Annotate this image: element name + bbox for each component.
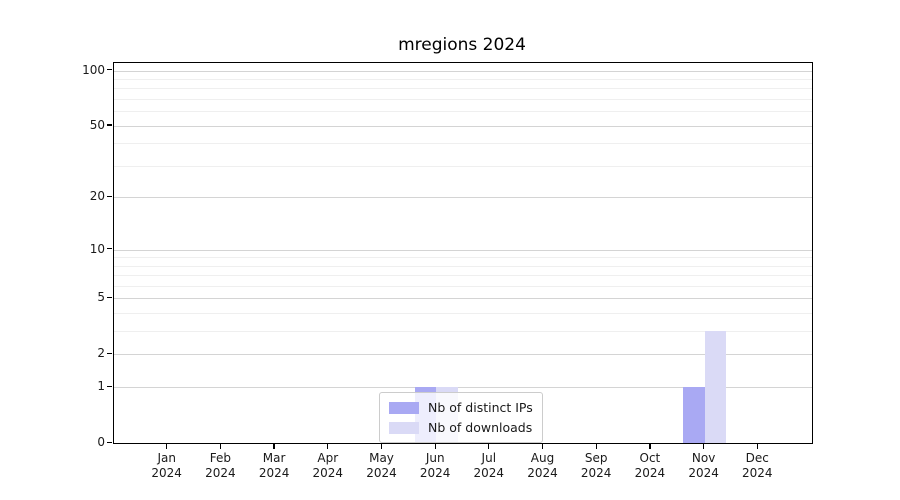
legend-label: Nb of distinct IPs xyxy=(428,400,533,415)
gridline-minor xyxy=(114,165,812,167)
gridline-minor xyxy=(114,286,812,287)
gridline-major xyxy=(114,249,812,251)
gridline-minor xyxy=(114,331,812,333)
x-tick-label: Sep 2024 xyxy=(580,451,612,480)
x-tick-mark xyxy=(166,444,168,449)
gridline-major xyxy=(114,70,812,72)
x-tick-mark xyxy=(434,444,436,449)
y-tick-label: 20 xyxy=(89,189,105,204)
gridline-minor xyxy=(114,265,812,267)
x-tick-label: Jun 2024 xyxy=(419,451,451,480)
x-tick-mark xyxy=(380,444,383,449)
gridline-minor xyxy=(114,111,812,113)
gridline-major xyxy=(114,387,812,389)
x-tick-mark xyxy=(488,444,490,449)
x-tick-mark xyxy=(649,444,651,449)
x-tick-mark xyxy=(702,444,705,449)
x-tick-mark xyxy=(541,444,544,449)
gridline-minor xyxy=(114,88,812,90)
legend-label: Nb of downloads xyxy=(428,420,533,435)
y-tick-label: 2 xyxy=(97,346,105,361)
x-tick-mark xyxy=(219,444,222,449)
gridline-minor xyxy=(114,275,812,277)
legend-swatch xyxy=(389,401,419,414)
x-tick-label: Nov 2024 xyxy=(688,451,719,480)
x-tick-label: Mar 2024 xyxy=(258,451,290,480)
gridline-major xyxy=(114,354,812,356)
x-tick-label: Aug 2024 xyxy=(527,451,558,480)
x-tick-label: Jan 2024 xyxy=(151,451,182,480)
legend: Nb of distinct IPs Nb of downloads xyxy=(379,392,543,443)
y-tick-mark xyxy=(107,248,112,250)
bar-nb-of-downloads xyxy=(704,331,727,443)
x-tick-mark xyxy=(595,444,597,449)
y-tick-label: 1 xyxy=(97,379,105,394)
x-tick-label: Jul 2024 xyxy=(473,451,505,480)
gridline-major xyxy=(114,197,812,199)
gridline-minor xyxy=(114,79,812,80)
y-tick-label: 0 xyxy=(97,435,105,449)
x-tick-label: May 2024 xyxy=(366,451,397,480)
y-tick-mark xyxy=(107,195,112,198)
legend-item: Nb of distinct IPs xyxy=(389,400,533,415)
bar-nb-of-distinct-ips xyxy=(683,387,705,443)
y-tick-mark xyxy=(107,352,112,355)
y-tick-mark xyxy=(107,441,112,443)
y-tick-mark xyxy=(107,124,112,126)
x-tick-mark xyxy=(327,444,329,449)
gridline-minor xyxy=(114,313,812,315)
legend-swatch xyxy=(389,421,419,434)
gridline-minor xyxy=(114,143,812,145)
gridline-minor xyxy=(114,99,812,101)
y-tick-label: 50 xyxy=(89,117,105,132)
x-tick-mark xyxy=(273,444,275,449)
y-tick-mark xyxy=(107,385,112,387)
plot-area xyxy=(113,62,813,444)
y-tick-label: 100 xyxy=(82,62,105,77)
y-tick-mark xyxy=(107,296,112,299)
gridline-major xyxy=(114,125,812,127)
x-tick-label: Feb 2024 xyxy=(205,451,236,480)
gridline-major xyxy=(114,298,812,300)
x-tick-label: Dec 2024 xyxy=(742,451,773,480)
x-tick-label: Oct 2024 xyxy=(634,451,666,480)
chart-title: mregions 2024 xyxy=(398,35,526,55)
x-tick-label: Apr 2024 xyxy=(312,451,344,480)
legend-item: Nb of downloads xyxy=(389,420,533,435)
y-tick-mark xyxy=(107,69,112,71)
y-tick-label: 5 xyxy=(97,290,105,305)
y-tick-label: 10 xyxy=(89,241,105,256)
x-tick-mark xyxy=(756,444,758,449)
gridline-minor xyxy=(114,257,812,259)
